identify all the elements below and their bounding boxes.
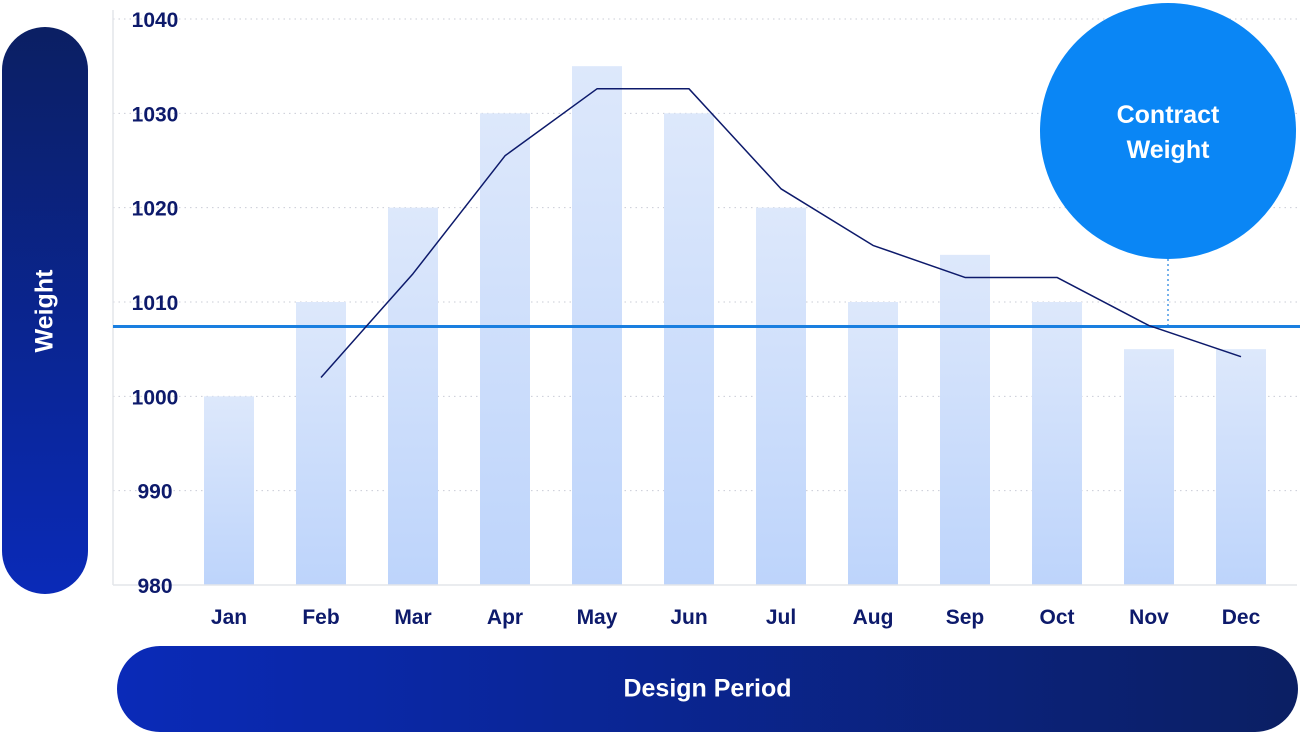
y-tick-label: 1020 <box>132 198 179 221</box>
x-tick-label: Aug <box>853 606 894 629</box>
x-tick-label: Jun <box>670 606 707 629</box>
contract-weight-bubble: Contract Weight <box>1040 3 1296 259</box>
x-tick-labels: Jan Feb Mar Apr May Jun Jul Aug Sep Oct Nov Dec <box>211 606 1261 629</box>
bar-jan <box>204 396 254 585</box>
bar-nov <box>1124 349 1174 585</box>
x-tick-label: Apr <box>487 606 523 629</box>
bars <box>204 66 1266 586</box>
x-tick-label: May <box>577 606 618 629</box>
bar-sep <box>940 254 990 586</box>
bar-feb <box>296 302 346 585</box>
y-tick-label: 980 <box>137 575 172 598</box>
x-tick-label: Nov <box>1129 606 1169 629</box>
y-tick-label: 1040 <box>132 9 179 32</box>
bubble-label-line1: Contract <box>1117 101 1220 129</box>
bar-oct <box>1032 302 1082 585</box>
bar-apr <box>480 113 530 585</box>
x-tick-label: Jan <box>211 606 247 629</box>
x-tick-label: Mar <box>394 606 431 629</box>
bar-aug <box>848 302 898 585</box>
contract-weight-line-group <box>113 259 1300 329</box>
y-axis-title-pill: Weight <box>2 27 88 594</box>
y-tick-label: 1030 <box>132 103 179 126</box>
bubble-circle <box>1040 3 1296 259</box>
bubble-label-line2: Weight <box>1127 136 1211 164</box>
x-axis-title: Design Period <box>623 674 792 703</box>
x-tick-label: Oct <box>1039 606 1074 629</box>
y-tick-label: 990 <box>137 481 172 504</box>
trend-line-group <box>320 88 1242 378</box>
x-axis-title-pill: Design Period <box>117 646 1298 732</box>
y-tick-labels: 980 990 1000 1010 1020 1030 1040 <box>132 9 179 598</box>
y-tick-label: 1000 <box>132 386 179 409</box>
y-tick-label: 1010 <box>132 292 179 315</box>
x-tick-label: Dec <box>1222 606 1261 629</box>
bar-jun <box>664 113 714 585</box>
trend-line <box>320 88 1242 378</box>
x-tick-label: Sep <box>946 606 985 629</box>
x-tick-label: Jul <box>766 606 796 629</box>
bar-mar <box>388 207 438 585</box>
bar-jul <box>756 207 806 585</box>
bar-dec <box>1216 349 1266 585</box>
x-tick-label: Feb <box>302 606 339 629</box>
